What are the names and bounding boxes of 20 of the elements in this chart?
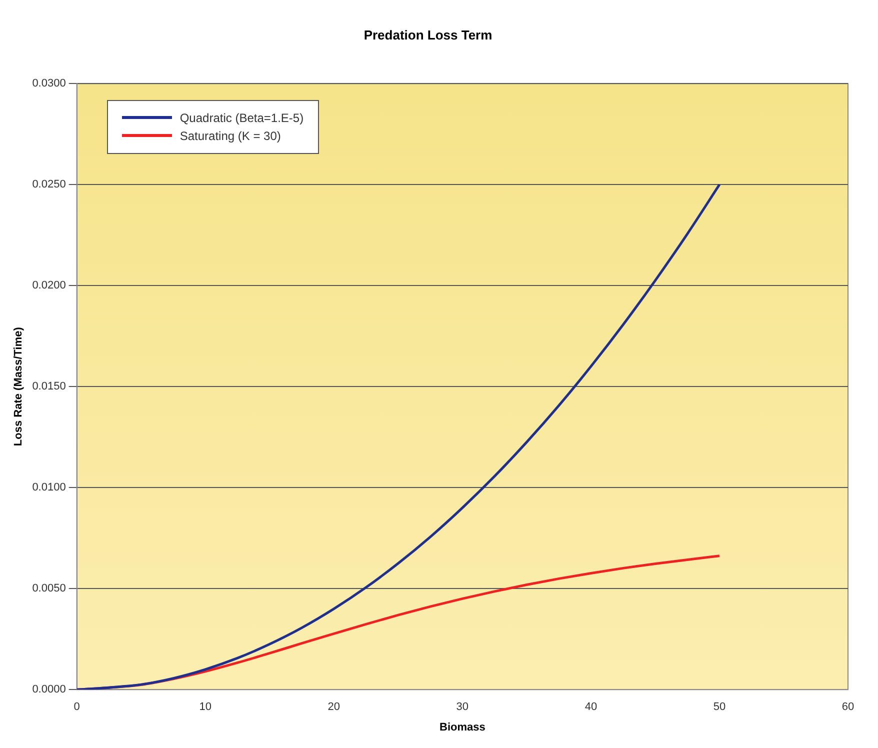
- y-tick-label: 0.0250: [32, 178, 66, 191]
- x-tick-label: 50: [713, 701, 726, 714]
- y-tick-label: 0.0100: [32, 482, 66, 494]
- x-axis-title: Biomass: [439, 721, 486, 734]
- x-tick-label: 30: [456, 701, 469, 714]
- x-tick-label: 10: [199, 701, 212, 714]
- y-tick-label: 0.0000: [32, 684, 66, 696]
- x-tick-label: 60: [842, 701, 854, 714]
- x-tick-label: 0: [74, 701, 80, 714]
- chart-title: Predation Loss Term: [364, 27, 492, 42]
- x-tick-label: 20: [328, 701, 340, 714]
- y-axis-title: Loss Rate (Mass/Time): [12, 326, 25, 446]
- y-tick-label: 0.0050: [32, 582, 66, 595]
- line-series: [76, 183, 721, 690]
- y-tick-label: 0.0200: [32, 280, 66, 292]
- legend-label: Quadratic (Beta=1.E-5): [180, 110, 304, 125]
- legend-label: Saturating (K = 30): [180, 128, 281, 143]
- x-tick-label: 40: [584, 701, 598, 714]
- y-tick-label: 0.0150: [32, 380, 66, 393]
- y-tick-label: 0.0300: [32, 78, 66, 90]
